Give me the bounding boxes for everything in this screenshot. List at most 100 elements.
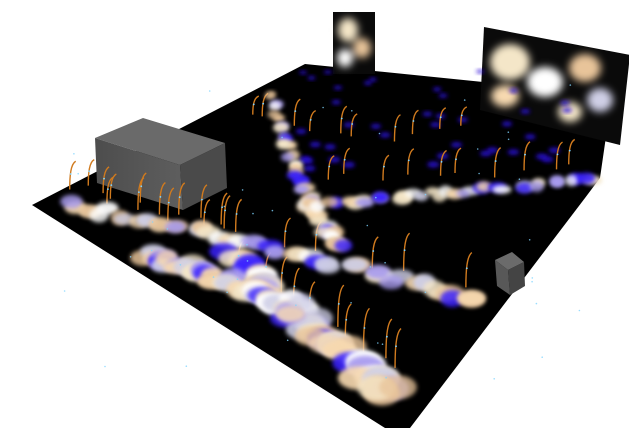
- droplet: [476, 148, 479, 150]
- stem: [337, 284, 345, 327]
- droplet: [378, 132, 381, 135]
- droplet: [151, 221, 154, 223]
- droplet: [383, 165, 385, 168]
- droplet: [528, 239, 531, 241]
- blue-spot: [560, 100, 570, 106]
- droplet: [203, 211, 206, 214]
- droplet: [556, 153, 559, 156]
- blue-spot: [299, 70, 307, 75]
- droplet: [541, 356, 543, 359]
- droplet: [493, 378, 496, 380]
- droplet: [412, 120, 415, 122]
- stem: [439, 149, 447, 176]
- glow-disc: [378, 274, 404, 290]
- glow-disc: [492, 185, 512, 194]
- stem: [139, 172, 147, 203]
- droplet: [386, 335, 388, 338]
- blue-spot: [476, 69, 485, 74]
- droplet: [140, 185, 143, 188]
- blue-spot: [379, 132, 391, 138]
- droplet: [569, 84, 572, 86]
- bare-blue-spots: [295, 69, 572, 172]
- glow-disc: [272, 114, 285, 122]
- droplet: [384, 261, 386, 264]
- stem: [350, 113, 358, 137]
- blue-spot: [427, 161, 440, 168]
- droplet: [478, 172, 480, 175]
- droplet: [73, 153, 75, 155]
- droplet: [424, 291, 427, 294]
- droplet: [340, 117, 343, 120]
- glow-disc: [314, 256, 339, 271]
- stem: [465, 252, 473, 288]
- stem: [102, 166, 110, 194]
- droplet: [531, 277, 534, 279]
- glow-disc: [515, 182, 534, 194]
- blue-spot: [562, 107, 572, 113]
- glow-disc: [379, 375, 417, 400]
- stem: [439, 107, 447, 129]
- stem: [109, 173, 117, 199]
- blue-spot: [501, 121, 513, 127]
- blue-spot: [422, 111, 433, 117]
- glow-disc: [276, 306, 305, 322]
- glow-disc: [457, 290, 486, 306]
- droplet: [107, 188, 109, 191]
- blue-spot: [370, 123, 382, 129]
- droplet: [377, 342, 379, 344]
- blue-spot: [342, 161, 355, 168]
- stem: [283, 217, 291, 248]
- droplet: [535, 302, 538, 305]
- blue-spot: [520, 109, 531, 114]
- glow-disc: [550, 178, 564, 188]
- droplet: [363, 327, 366, 329]
- stem: [411, 109, 419, 135]
- glow-disc: [276, 138, 291, 150]
- droplet: [407, 159, 410, 162]
- droplet: [252, 103, 255, 106]
- glow-disc: [273, 122, 289, 133]
- blue-spot: [535, 153, 548, 160]
- blue-spot: [333, 85, 343, 90]
- droplet: [294, 110, 297, 112]
- stem: [158, 181, 166, 215]
- blue-droplets: [63, 84, 581, 380]
- droplet: [271, 209, 274, 212]
- stem: [167, 187, 175, 221]
- droplet: [343, 158, 346, 161]
- droplet: [201, 198, 203, 201]
- droplet: [166, 228, 169, 230]
- droplet: [88, 170, 91, 173]
- droplet: [578, 309, 581, 312]
- droplet: [455, 158, 457, 161]
- droplet: [375, 196, 377, 199]
- droplet: [69, 173, 72, 175]
- stem: [234, 198, 243, 232]
- stem: [309, 109, 317, 132]
- droplet: [568, 149, 571, 152]
- stem: [220, 192, 228, 225]
- droplet: [178, 196, 181, 199]
- droplet: [208, 90, 211, 92]
- droplet: [185, 365, 188, 368]
- droplet: [309, 118, 312, 121]
- droplet: [381, 343, 384, 346]
- droplet: [322, 106, 324, 109]
- droplet: [372, 250, 375, 252]
- glow-disc: [89, 207, 109, 223]
- droplet: [328, 165, 331, 168]
- blue-spot: [309, 141, 321, 148]
- small-block: [495, 252, 525, 295]
- droplet: [150, 249, 153, 252]
- stem: [523, 141, 531, 171]
- droplet: [236, 278, 239, 281]
- stem: [568, 138, 576, 165]
- droplet: [403, 249, 406, 252]
- blue-spot: [331, 99, 341, 105]
- glow-disc: [320, 196, 339, 208]
- blue-spot: [295, 128, 307, 134]
- glow-disc: [309, 216, 328, 227]
- stem: [69, 160, 77, 190]
- glow-disc: [365, 264, 391, 279]
